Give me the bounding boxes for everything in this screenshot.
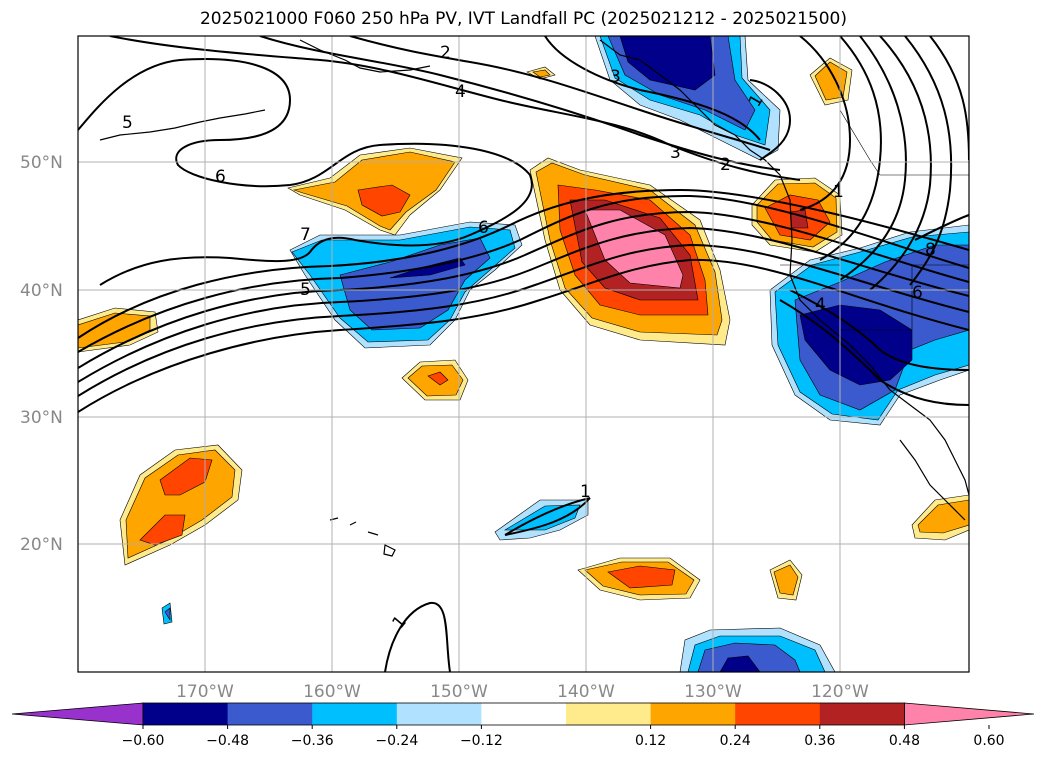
pv-positive-region — [532, 69, 551, 78]
colorbar-extend-low — [11, 702, 144, 726]
coastlines — [99, 39, 969, 557]
colorbar-segment — [396, 703, 482, 725]
ivt-contour-line — [78, 58, 533, 286]
alaska-coast — [299, 39, 431, 73]
contour-label: 7 — [300, 225, 311, 245]
colorbar-tick-label: −0.48 — [206, 733, 249, 749]
ivt-contour-line — [789, 289, 969, 371]
aleutian-islands — [99, 109, 266, 141]
ivt-contour-line — [914, 214, 969, 241]
north-america-coast — [599, 39, 969, 496]
ivt-contour-line — [259, 36, 781, 171]
lat-label: 30°N — [20, 408, 63, 428]
map-plot-area: 1 2 3 4 5 5 6 6 6 7 1 1 2 3 4 8 1 — [78, 36, 969, 672]
lon-label: 160°W — [303, 682, 361, 702]
colorbar-segment — [481, 703, 567, 725]
ivt-contour-line — [799, 36, 852, 211]
ivt-contour-line — [78, 226, 969, 383]
colorbar-tick-label: −0.12 — [460, 733, 503, 749]
contour-label: 6 — [912, 283, 923, 303]
map-title: 2025021000 F060 250 hPa PV, IVT Landfall… — [199, 9, 847, 29]
map-frame — [77, 35, 970, 673]
colorbar: −0.60 −0.48 −0.36 −0.24 −0.12 0.12 0.24 0.36 0.4… — [11, 702, 1035, 749]
colorbar-segment — [143, 703, 229, 725]
axis-tick-labels: 50°N 40°N 30°N 20°N 170°W 160°W 150°W 14… — [20, 153, 869, 702]
colorbar-tick-label: −0.60 — [122, 733, 165, 749]
ivt-contour-line — [78, 194, 969, 353]
contour-label: 2 — [720, 155, 731, 175]
contour-label: 5 — [122, 113, 133, 133]
ivt-contour-line — [78, 188, 969, 339]
lon-label: 140°W — [557, 682, 615, 702]
ivt-contour-line — [544, 36, 761, 141]
lon-label: 170°W — [176, 682, 234, 702]
pv-negative-region — [619, 36, 716, 91]
contour-label: 8 — [925, 240, 936, 260]
ivt-contour-line — [504, 497, 591, 536]
ivt-contour-line — [78, 210, 969, 369]
contour-label: 1 — [580, 482, 591, 502]
hawaiian-islands — [329, 517, 396, 557]
ivt-contour-line — [904, 36, 953, 286]
ivt-contour-line — [839, 36, 907, 281]
ivt-contour-line — [78, 258, 969, 413]
colorbar-tick-label: 0.24 — [720, 733, 751, 749]
colorbar-segment — [227, 703, 313, 725]
baja-california — [899, 439, 966, 521]
ivt-contour-line — [779, 299, 969, 406]
ivt-contour-line — [384, 601, 451, 672]
contour-label: 2 — [440, 43, 451, 63]
contour-label: 5 — [300, 280, 311, 300]
lat-label: 20°N — [20, 535, 63, 555]
contour-label: 3 — [670, 143, 681, 163]
pv-positive-region — [773, 564, 799, 596]
pv-negative-region — [799, 304, 913, 386]
contour-label: 6 — [215, 167, 226, 187]
ivt-contour-line — [749, 79, 792, 161]
contour-label: 1 — [833, 182, 844, 202]
pv-positive-region — [607, 565, 676, 589]
contour-label: 4 — [455, 82, 466, 102]
pv-positive-region — [917, 499, 969, 534]
colorbar-segment — [312, 703, 398, 725]
contour-label: 6 — [478, 218, 489, 238]
graticule — [78, 36, 969, 672]
ivt-contour-line — [109, 36, 801, 181]
colorbar-frame — [142, 702, 905, 726]
colorbar-segment — [819, 703, 905, 725]
lat-label: 40°N — [20, 281, 63, 301]
colorbar-tick-label: −0.36 — [291, 733, 334, 749]
ivt-contour-line — [504, 497, 591, 536]
contour-label: 3 — [610, 67, 621, 87]
colorbar-tick-label: 0.60 — [973, 733, 1004, 749]
lon-label: 130°W — [684, 682, 742, 702]
pv-positive-region — [427, 371, 449, 386]
colorbar-tick-label: 0.36 — [804, 733, 835, 749]
pv-negative-region — [719, 655, 761, 672]
pv-positive-region — [357, 184, 411, 217]
pv-positive-region — [584, 209, 684, 289]
contour-label: 4 — [815, 295, 826, 315]
colorbar-segment — [735, 703, 821, 725]
lon-label: 150°W — [430, 682, 488, 702]
pv-negative-region — [164, 607, 171, 622]
state-borders — [780, 109, 969, 331]
ivt-contour-line — [869, 36, 932, 291]
colorbar-segment — [566, 703, 652, 725]
lat-label: 50°N — [20, 153, 63, 173]
colorbar-tick-label: 0.12 — [635, 733, 666, 749]
lon-label: 120°W — [811, 682, 869, 702]
colorbar-tick-label: −0.24 — [375, 733, 418, 749]
ivt-contour-line — [819, 36, 882, 261]
colorbar-tick-label: 0.48 — [889, 733, 920, 749]
colorbar-extend-high — [904, 702, 1035, 726]
colorbar-segment — [650, 703, 736, 725]
